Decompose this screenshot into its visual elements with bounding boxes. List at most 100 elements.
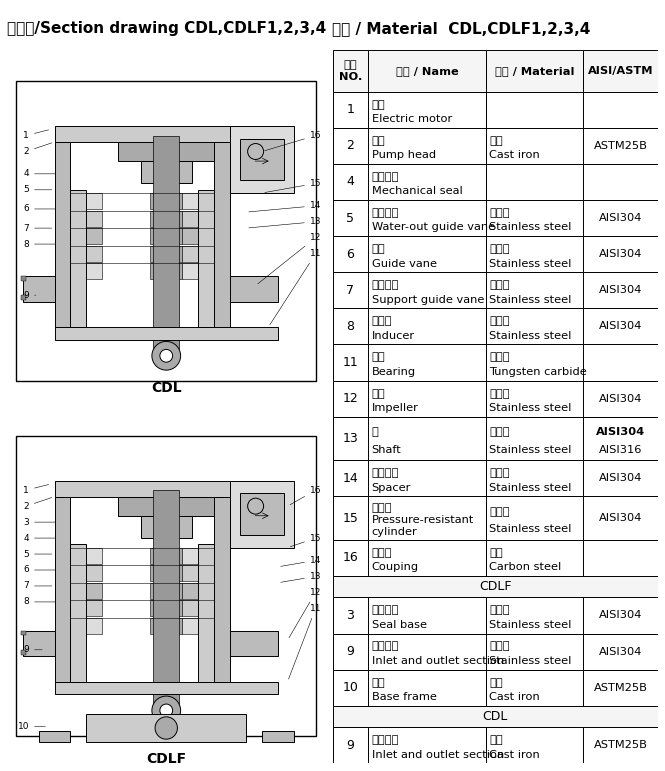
Text: Stainless steel: Stainless steel xyxy=(489,620,571,630)
Text: 轴承: 轴承 xyxy=(372,352,385,362)
Text: 9: 9 xyxy=(346,739,354,752)
Bar xyxy=(368,670,485,705)
Text: 不锈钢: 不锈钢 xyxy=(489,280,509,290)
Text: Stainless steel: Stainless steel xyxy=(489,483,571,493)
Text: 6: 6 xyxy=(23,204,55,214)
Text: 6: 6 xyxy=(346,247,354,261)
Bar xyxy=(332,598,368,634)
Bar xyxy=(214,497,230,682)
Text: 5: 5 xyxy=(23,185,52,194)
Text: 支撑导叶: 支撑导叶 xyxy=(372,280,399,290)
Text: 进出水段: 进出水段 xyxy=(372,641,399,651)
Text: 2: 2 xyxy=(23,497,52,510)
Text: 不锈钢: 不锈钢 xyxy=(489,427,509,437)
Bar xyxy=(583,460,658,497)
Text: Carbon steel: Carbon steel xyxy=(489,562,561,572)
Bar xyxy=(583,598,658,634)
Text: Stainless steel: Stainless steel xyxy=(489,656,571,666)
Text: 13: 13 xyxy=(342,432,358,445)
Bar xyxy=(485,345,583,381)
Text: Cast iron: Cast iron xyxy=(489,749,540,759)
Bar xyxy=(332,381,368,417)
Bar xyxy=(21,276,26,281)
Bar xyxy=(70,263,102,279)
Text: 10: 10 xyxy=(17,722,45,731)
Text: Base frame: Base frame xyxy=(372,692,436,702)
Bar xyxy=(55,682,278,695)
Bar xyxy=(485,670,583,705)
Bar xyxy=(332,345,368,381)
Text: 1: 1 xyxy=(23,484,49,495)
Bar xyxy=(332,540,368,576)
Bar xyxy=(150,210,182,227)
Text: 12: 12 xyxy=(258,233,321,284)
Text: 6: 6 xyxy=(23,565,55,574)
Text: 不锈钢: 不锈钢 xyxy=(489,208,509,218)
Bar xyxy=(485,200,583,236)
Bar xyxy=(21,631,26,635)
Text: 7: 7 xyxy=(23,581,52,591)
Text: CDLF: CDLF xyxy=(479,580,511,593)
Text: 13: 13 xyxy=(249,217,321,228)
Bar xyxy=(485,308,583,345)
Text: 14: 14 xyxy=(281,556,321,567)
Text: 13: 13 xyxy=(281,572,321,582)
Bar xyxy=(262,731,294,742)
Bar xyxy=(485,381,583,417)
Bar xyxy=(150,193,182,209)
Text: 叶轮隔套: 叶轮隔套 xyxy=(372,468,399,478)
Text: AISI304: AISI304 xyxy=(599,513,642,523)
Text: AISI304: AISI304 xyxy=(599,473,642,483)
Bar xyxy=(118,497,214,516)
Text: Cast iron: Cast iron xyxy=(489,150,540,160)
Text: Stainless steel: Stainless steel xyxy=(489,445,571,455)
Text: AISI304: AISI304 xyxy=(599,249,642,259)
Bar xyxy=(150,228,182,244)
Bar xyxy=(485,128,583,164)
Bar xyxy=(368,308,485,345)
Bar xyxy=(583,540,658,576)
Text: ASTM25B: ASTM25B xyxy=(594,682,648,692)
Text: 9: 9 xyxy=(23,645,42,655)
Bar xyxy=(332,705,658,727)
Bar xyxy=(154,136,179,359)
Text: Water-out guide vane: Water-out guide vane xyxy=(372,222,495,232)
Text: 9: 9 xyxy=(346,645,354,658)
Text: Electric motor: Electric motor xyxy=(372,114,452,124)
Text: 9: 9 xyxy=(23,291,36,300)
Bar xyxy=(368,727,485,763)
Bar xyxy=(332,272,368,308)
Bar xyxy=(70,193,102,209)
Text: 16: 16 xyxy=(342,551,358,564)
Text: 2: 2 xyxy=(346,140,354,153)
Text: CDL: CDL xyxy=(483,710,508,723)
Text: Pump head: Pump head xyxy=(372,150,436,160)
Bar xyxy=(150,263,182,279)
Text: 耐压筒: 耐压筒 xyxy=(372,503,392,513)
Bar xyxy=(368,540,485,576)
Text: 1: 1 xyxy=(23,130,49,140)
Bar xyxy=(583,308,658,345)
Text: 5: 5 xyxy=(23,550,52,558)
Bar xyxy=(368,381,485,417)
Text: 底座: 底座 xyxy=(372,678,385,688)
Text: Mechanical seal: Mechanical seal xyxy=(372,187,462,197)
Bar xyxy=(70,547,102,564)
Bar xyxy=(485,540,583,576)
Text: AISI304: AISI304 xyxy=(599,611,642,621)
Text: CDLF: CDLF xyxy=(146,752,186,766)
Text: 铸铁: 铸铁 xyxy=(489,678,503,688)
Text: 4: 4 xyxy=(346,176,354,188)
Text: AISI304: AISI304 xyxy=(599,213,642,223)
Text: 12: 12 xyxy=(289,588,321,638)
Bar xyxy=(332,417,368,460)
Text: Bearing: Bearing xyxy=(372,367,416,377)
Bar xyxy=(332,200,368,236)
Text: Guide vane: Guide vane xyxy=(372,258,437,268)
Text: Stainless steel: Stainless steel xyxy=(489,222,571,232)
Bar xyxy=(332,460,368,497)
Bar xyxy=(368,460,485,497)
Bar xyxy=(583,381,658,417)
Bar xyxy=(583,417,658,460)
Bar xyxy=(198,190,214,327)
